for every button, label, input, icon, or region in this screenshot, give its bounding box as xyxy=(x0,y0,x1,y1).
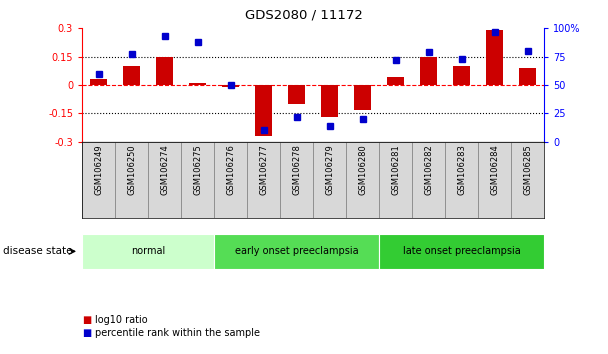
Bar xyxy=(486,30,503,85)
Bar xyxy=(412,142,445,218)
Text: ■: ■ xyxy=(82,315,91,325)
Text: GSM106278: GSM106278 xyxy=(292,144,301,195)
Bar xyxy=(189,83,206,85)
Text: normal: normal xyxy=(131,246,165,256)
Bar xyxy=(420,57,437,85)
Text: GSM106277: GSM106277 xyxy=(259,144,268,195)
Bar xyxy=(387,78,404,85)
Text: GSM106249: GSM106249 xyxy=(94,144,103,194)
Text: GSM106284: GSM106284 xyxy=(490,144,499,195)
Bar xyxy=(379,142,412,218)
Text: GSM106276: GSM106276 xyxy=(226,144,235,195)
Bar xyxy=(354,85,371,109)
Text: GSM106250: GSM106250 xyxy=(127,144,136,194)
Bar xyxy=(519,68,536,85)
Bar xyxy=(454,66,470,85)
Bar xyxy=(288,85,305,104)
Bar xyxy=(123,66,140,85)
Text: GSM106283: GSM106283 xyxy=(457,144,466,195)
Bar xyxy=(478,142,511,218)
Bar xyxy=(511,142,544,218)
Text: early onset preeclampsia: early onset preeclampsia xyxy=(235,246,359,256)
Bar xyxy=(115,142,148,218)
Bar xyxy=(82,142,115,218)
Text: late onset preeclampsia: late onset preeclampsia xyxy=(402,246,520,256)
Text: GSM106274: GSM106274 xyxy=(160,144,169,195)
Bar xyxy=(91,79,107,85)
Text: GDS2080 / 11172: GDS2080 / 11172 xyxy=(245,9,363,22)
Text: log10 ratio: log10 ratio xyxy=(95,315,148,325)
Bar xyxy=(214,234,379,269)
Bar xyxy=(247,142,280,218)
Bar xyxy=(346,142,379,218)
Bar xyxy=(181,142,214,218)
Text: GSM106285: GSM106285 xyxy=(523,144,532,195)
Bar xyxy=(313,142,346,218)
Bar xyxy=(280,142,313,218)
Bar xyxy=(156,57,173,85)
Text: GSM106280: GSM106280 xyxy=(358,144,367,195)
Text: GSM106275: GSM106275 xyxy=(193,144,202,195)
Text: GSM106281: GSM106281 xyxy=(391,144,400,195)
Bar xyxy=(82,234,214,269)
Text: ■: ■ xyxy=(82,328,91,338)
Text: disease state: disease state xyxy=(3,246,72,256)
Text: GSM106279: GSM106279 xyxy=(325,144,334,195)
Bar xyxy=(223,85,239,87)
Bar xyxy=(322,85,338,117)
Text: GSM106282: GSM106282 xyxy=(424,144,433,195)
Bar xyxy=(214,142,247,218)
Bar xyxy=(148,142,181,218)
Bar xyxy=(379,234,544,269)
Text: percentile rank within the sample: percentile rank within the sample xyxy=(95,328,260,338)
Bar xyxy=(445,142,478,218)
Bar xyxy=(255,85,272,136)
